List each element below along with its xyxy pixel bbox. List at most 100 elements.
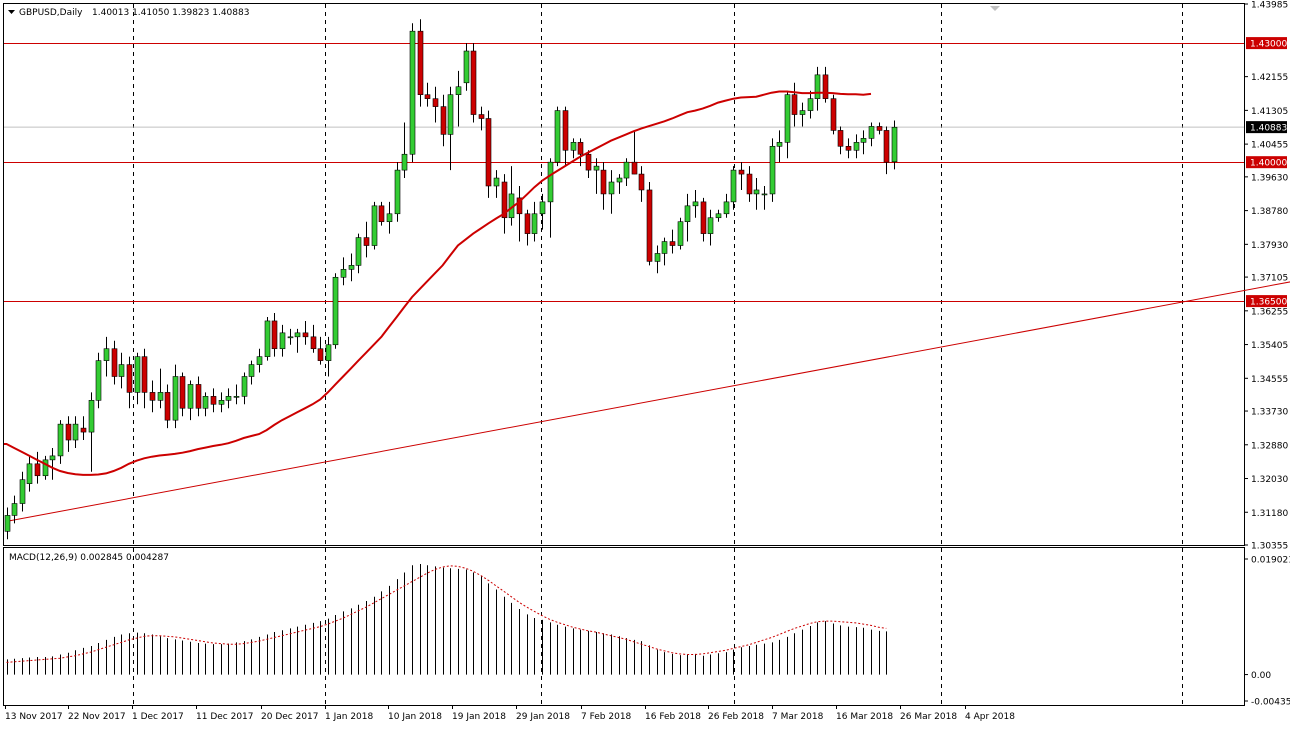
level-price-tag-label: 1.36500	[1250, 298, 1287, 308]
bearish-candle	[846, 146, 851, 150]
bullish-candle	[135, 357, 140, 393]
macd-label: MACD(12,26,9) 0.002845 0.004287	[9, 553, 169, 563]
scroll-marker-icon[interactable]	[990, 6, 1000, 11]
bullish-candle	[861, 138, 866, 142]
bullish-candle	[50, 456, 55, 460]
bullish-candle	[226, 396, 231, 400]
bullish-candle	[785, 95, 790, 143]
bullish-candle	[341, 269, 346, 277]
bullish-candle	[280, 333, 285, 349]
price-tick-label: 1.32030	[1251, 475, 1288, 485]
macd-panel-frame	[4, 548, 1245, 706]
bullish-candle	[219, 400, 224, 404]
bearish-candle	[792, 95, 797, 115]
bearish-candle	[525, 214, 530, 234]
bullish-candle	[395, 170, 400, 214]
bullish-candle	[777, 142, 782, 146]
bearish-candle	[272, 321, 277, 349]
bullish-candle	[815, 75, 820, 99]
price-panel-frame	[4, 4, 1245, 546]
bullish-candle	[249, 365, 254, 377]
bearish-candle	[823, 75, 828, 99]
bullish-candle	[808, 99, 813, 111]
bearish-candle	[831, 99, 836, 131]
macd-layer	[7, 564, 887, 675]
bullish-candle	[770, 146, 775, 194]
bearish-candle	[142, 357, 147, 393]
bullish-candle	[356, 238, 361, 266]
price-tick-label: 1.38780	[1251, 207, 1288, 217]
symbol-label: GBPUSD,Daily	[19, 8, 83, 18]
bullish-candle	[173, 377, 178, 421]
bullish-candle	[265, 321, 270, 357]
bearish-candle	[35, 464, 40, 476]
bullish-candle	[203, 396, 208, 408]
date-tick-label: 16 Feb 2018	[645, 712, 701, 722]
bullish-candle	[58, 424, 63, 456]
bearish-candle	[701, 202, 706, 234]
price-axis: 1.439851.421551.413051.404551.396301.387…	[1244, 1, 1288, 552]
bullish-candle	[257, 357, 262, 365]
bullish-candle	[188, 384, 193, 408]
bullish-candle	[242, 377, 247, 397]
bullish-candle	[104, 349, 109, 361]
bearish-candle	[877, 126, 882, 130]
bearish-candle	[66, 424, 71, 440]
bullish-candle	[326, 345, 331, 361]
bearish-candle	[196, 384, 201, 408]
bullish-candle	[662, 242, 667, 254]
current-price-tag-label: 1.40883	[1250, 124, 1287, 134]
price-tick-label: 1.42155	[1251, 73, 1288, 83]
date-tick-label: 20 Dec 2017	[261, 712, 319, 722]
bearish-candle	[601, 170, 606, 194]
bullish-candle	[89, 400, 94, 432]
bullish-candle	[12, 504, 17, 516]
bearish-candle	[81, 428, 86, 432]
bullish-candle	[387, 214, 392, 222]
date-tick-label: 19 Jan 2018	[452, 712, 506, 722]
bullish-candle	[158, 392, 163, 400]
macd-tick-label: 0.00	[1251, 671, 1271, 681]
bullish-candle	[295, 333, 300, 337]
date-tick-label: 7 Feb 2018	[581, 712, 632, 722]
moving-average-layer	[4, 92, 871, 475]
bearish-candle	[486, 119, 491, 186]
dropdown-arrow-icon[interactable]	[8, 10, 15, 14]
price-tick-label: 1.36255	[1251, 307, 1288, 317]
bearish-candle	[311, 337, 316, 349]
bearish-candle	[180, 377, 185, 409]
bearish-candle	[441, 107, 446, 135]
bullish-candle	[609, 182, 614, 194]
bullish-candle	[655, 253, 660, 261]
bullish-candle	[800, 111, 805, 115]
bullish-candle	[372, 206, 377, 246]
date-tick-label: 1 Jan 2018	[325, 712, 373, 722]
bullish-candle	[333, 277, 338, 344]
bearish-candle	[838, 130, 843, 146]
price-tick-label: 1.37105	[1251, 274, 1288, 284]
bearish-candle	[647, 190, 652, 261]
bullish-candle	[685, 206, 690, 222]
moving-average-line	[4, 92, 871, 475]
bearish-candle	[318, 349, 323, 361]
bullish-candle	[119, 365, 124, 377]
bullish-candle	[678, 222, 683, 246]
price-tick-label: 1.41305	[1251, 107, 1288, 117]
bullish-candle	[73, 424, 78, 440]
bullish-candle	[27, 464, 32, 484]
price-tick-label: 1.37930	[1251, 241, 1288, 251]
bullish-candle	[571, 142, 576, 150]
ohlc-readout: 1.40013 1.41050 1.39823 1.40883	[92, 8, 249, 18]
bearish-candle	[632, 162, 637, 174]
bullish-candle	[594, 166, 599, 170]
date-tick-label: 4 Apr 2018	[965, 712, 1015, 722]
bullish-candle	[96, 361, 101, 401]
bullish-candle	[5, 515, 10, 531]
date-tick-label: 16 Mar 2018	[836, 712, 893, 722]
bullish-candle	[234, 396, 239, 397]
price-tick-label: 1.32880	[1251, 441, 1288, 451]
